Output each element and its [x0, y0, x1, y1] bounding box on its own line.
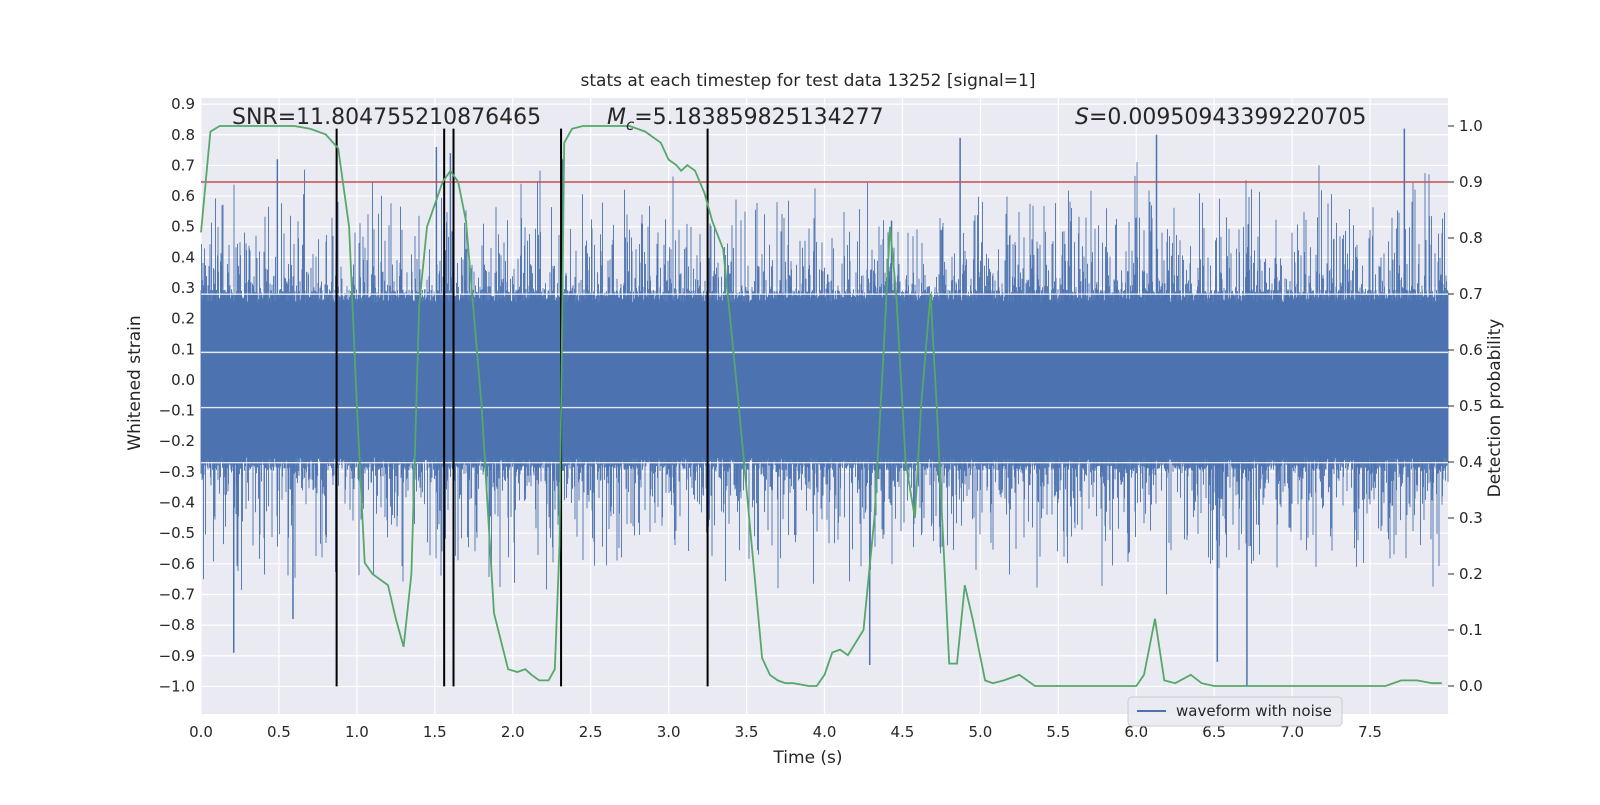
right-tick-label: 0.2 [1459, 565, 1483, 583]
right-tick-label: 0.9 [1459, 173, 1483, 191]
x-axis-ticks: 0.0 0.5 1.0 1.5 2.0 2.5 3.0 3.5 4.0 4.5 5.0 5.5 6.0 6… [189, 723, 1382, 741]
right-tick-label: 0.1 [1459, 621, 1483, 639]
left-tick-label: 0.8 [171, 126, 195, 144]
x-tick-label: 1.0 [345, 723, 369, 741]
legend: waveform with noise [1127, 696, 1343, 727]
right-tick-label: 0.7 [1459, 285, 1483, 303]
right-tick-label: 0.0 [1459, 677, 1483, 695]
left-axis-ticks: 0.9 0.8 0.7 0.6 0.5 0.4 0.3 0.2 0.1 0.0 −0.1 −0.2 −0… [159, 95, 195, 695]
chart-title: stats at each timestep for test data 132… [581, 71, 1036, 91]
left-tick-label: −0.1 [159, 402, 195, 420]
vertical-lines [335, 128, 709, 687]
mc-symbol: M [607, 105, 626, 130]
left-tick-label: 0.7 [171, 156, 195, 174]
x-tick-label: 2.0 [501, 723, 525, 741]
left-tick-label: 0.4 [171, 248, 195, 266]
y-axis-left-label: Whitened strain [125, 315, 145, 450]
left-tick-label: 0.1 [171, 340, 195, 358]
x-tick-label: 4.5 [891, 723, 915, 741]
left-tick-label: −0.5 [159, 524, 195, 542]
legend-box [1127, 696, 1343, 727]
left-tick-label: 0.3 [171, 279, 195, 297]
right-axis-ticks: 1.0 0.9 0.8 0.7 0.6 0.5 0.4 0.3 0.2 0.1 0.0 [1448, 117, 1483, 695]
x-tick-label: 7.0 [1280, 723, 1304, 741]
right-tick-label: 0.8 [1459, 229, 1483, 247]
snr-annotation: SNR=11.804755210876465 [232, 105, 541, 130]
x-tick-label: 0.5 [267, 723, 291, 741]
left-tick-label: 0.2 [171, 310, 195, 328]
right-tick-label: 0.5 [1459, 397, 1483, 415]
left-tick-label: −0.7 [159, 585, 195, 603]
x-tick-label: 7.5 [1358, 723, 1382, 741]
left-tick-label: −0.6 [159, 555, 195, 573]
right-tick-label: 0.6 [1459, 341, 1483, 359]
chirp-mass-annotation: Mc=5.183859825134277 [607, 105, 884, 134]
left-tick-label: 0.6 [171, 187, 195, 205]
x-tick-label: 3.5 [735, 723, 759, 741]
left-tick-label: −0.9 [159, 647, 195, 665]
left-tick-label: 0.0 [171, 371, 195, 389]
left-tick-label: 0.9 [171, 95, 195, 113]
x-axis-label: Time (s) [772, 748, 842, 768]
left-tick-label: 0.5 [171, 218, 195, 236]
detection-probability-line [200, 125, 1442, 687]
x-tick-label: 2.5 [579, 723, 603, 741]
right-tick-label: 0.3 [1459, 509, 1483, 527]
left-tick-label: −0.3 [159, 463, 195, 481]
x-tick-label: 6.0 [1124, 723, 1148, 741]
x-tick-label: 1.5 [423, 723, 447, 741]
legend-label: waveform with noise [1176, 702, 1332, 720]
mc-value: =5.183859825134277 [634, 105, 883, 130]
left-tick-label: −0.8 [159, 616, 195, 634]
waveform-noise [200, 162, 1449, 595]
x-tick-label: 3.0 [657, 723, 681, 741]
waveform-series [200, 128, 1449, 687]
y-axis-right-label: Detection probability [1485, 319, 1505, 498]
s-value: =0.00950943399220705 [1089, 105, 1366, 130]
x-tick-label: 0.0 [189, 723, 213, 741]
x-tick-label: 4.0 [813, 723, 837, 741]
left-tick-label: −0.2 [159, 432, 195, 450]
x-tick-label: 6.5 [1202, 723, 1226, 741]
right-tick-label: 0.4 [1459, 453, 1483, 471]
s-symbol: S [1075, 105, 1089, 130]
left-tick-label: −1.0 [159, 677, 195, 695]
mc-subscript: c [626, 116, 635, 134]
x-tick-label: 5.5 [1046, 723, 1070, 741]
right-tick-label: 1.0 [1459, 117, 1483, 135]
x-tick-label: 5.0 [968, 723, 992, 741]
left-tick-label: −0.4 [159, 494, 195, 512]
s-annotation: S=0.00950943399220705 [1075, 105, 1366, 130]
